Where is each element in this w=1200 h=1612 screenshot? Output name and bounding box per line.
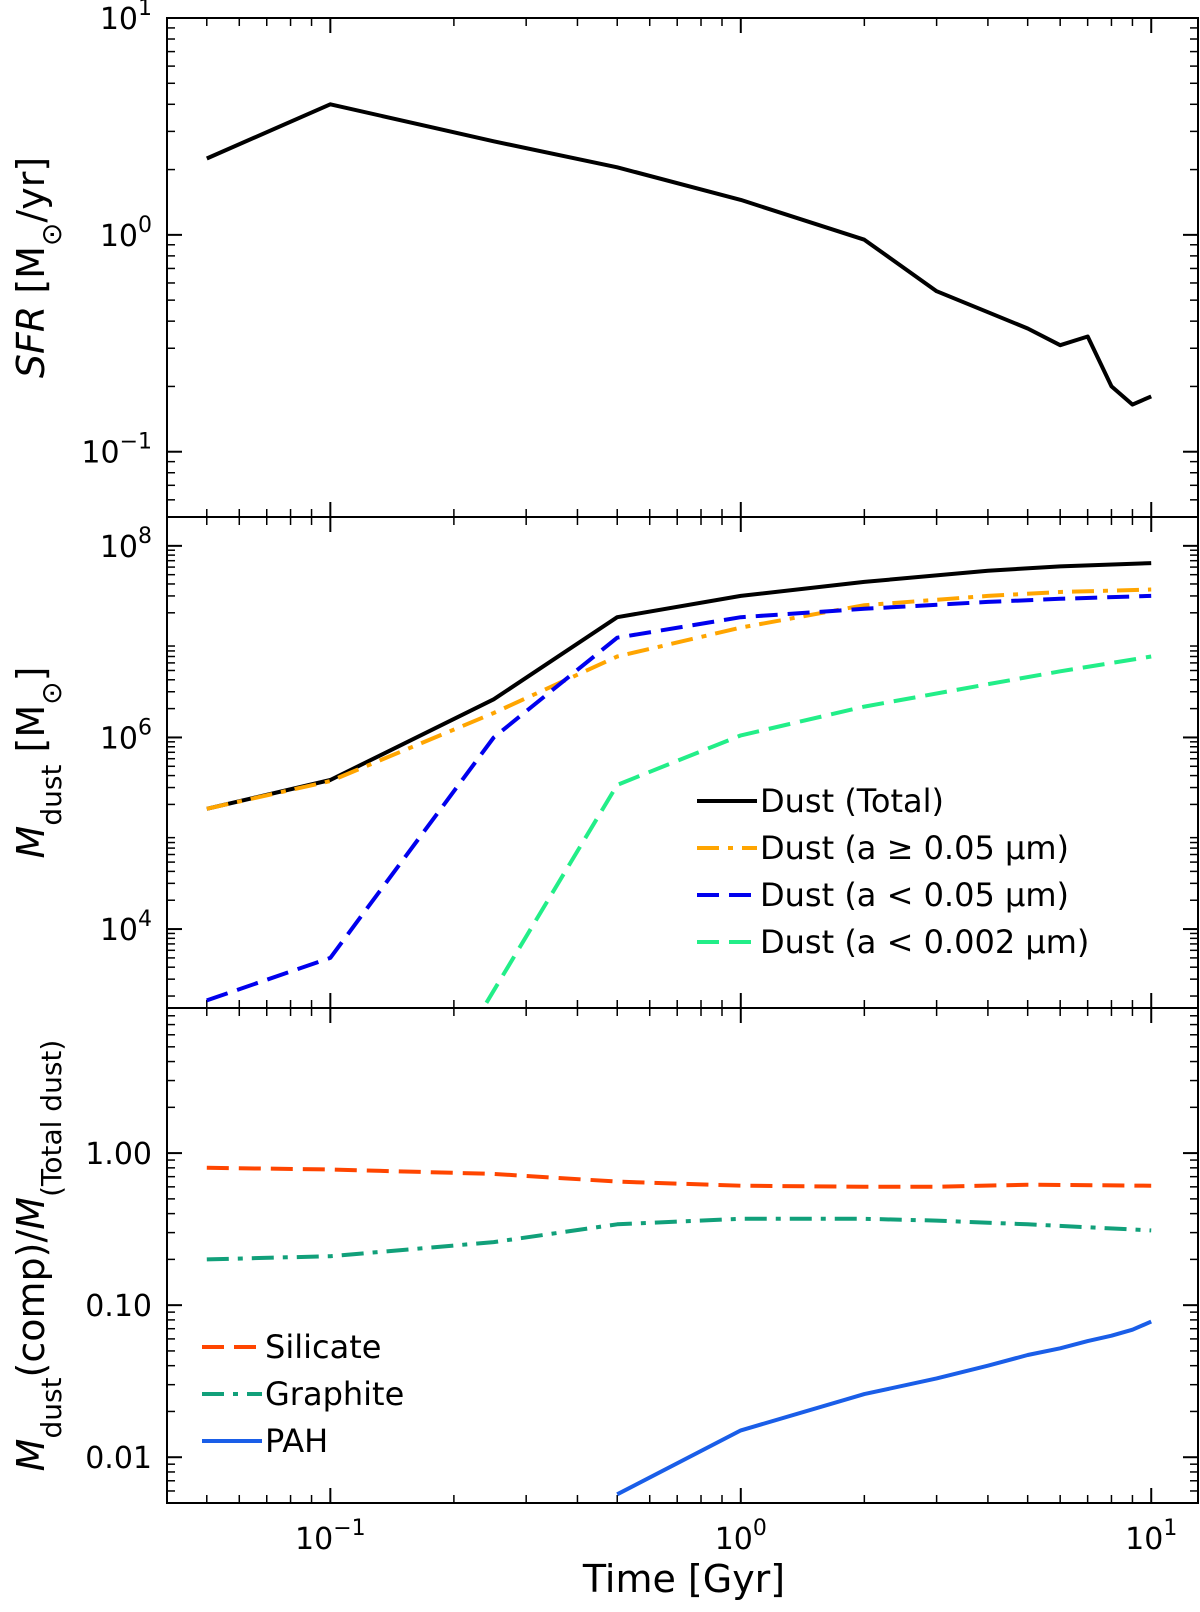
y-tick-label: 106	[100, 715, 152, 756]
x-tick-label: 10−1	[295, 1516, 366, 1557]
series-line-graphite	[206, 1216, 1152, 1262]
y-tick-label: 101	[100, 0, 152, 37]
sfr-panel: 101 100 10−1 SFR [M⊙/yr]	[9, 0, 1199, 518]
panel-frame	[166, 17, 1199, 518]
legend-label: PAH	[265, 1422, 328, 1460]
legend-label: Dust (Total)	[760, 782, 944, 820]
legend-label: Dust (a < 0.002 μm)	[760, 923, 1089, 961]
series-group	[206, 561, 1152, 1004]
series-line-silicate	[206, 1165, 1152, 1189]
series-line-dust-a-0-05-m	[206, 587, 1152, 811]
y-axis-label: Mdust(comp)/M(Total dust)	[9, 1040, 68, 1472]
y-tick-label: 0.01	[85, 1441, 152, 1476]
series-line-sfr	[205, 102, 1153, 407]
y-tick-label: 100	[100, 213, 152, 254]
major-ticks	[167, 517, 1198, 1008]
legend-label: Silicate	[265, 1328, 381, 1366]
series-line-dust-a-0-002-m	[484, 654, 1152, 1004]
x-axis-label: Time [Gyr]	[582, 1557, 785, 1601]
legend: Silicate Graphite PAH	[202, 1328, 404, 1460]
major-ticks	[167, 17, 1198, 517]
y-tick-label: 104	[100, 907, 152, 948]
series-line-dust-a-0-05-m	[206, 593, 1152, 1003]
y-tick-label: 0.10	[85, 1289, 152, 1324]
panel-frame	[166, 1007, 1199, 1504]
y-tick-label: 1.00	[85, 1137, 152, 1172]
legend-label: Dust (a < 0.05 μm)	[760, 876, 1069, 914]
legend-label: Dust (a ≥ 0.05 μm)	[760, 829, 1069, 867]
series-group	[206, 1165, 1152, 1497]
legend-label: Graphite	[265, 1375, 404, 1413]
major-ticks	[167, 1008, 1198, 1503]
y-axis-label: Mdust [M⊙]	[9, 667, 68, 859]
x-tick-label: 101	[1125, 1516, 1177, 1557]
x-tick-label: 100	[715, 1516, 767, 1557]
y-tick-label: 10−1	[81, 430, 152, 471]
legend: Dust (Total) Dust (a ≥ 0.05 μm) Dust (a < …	[697, 782, 1089, 961]
y-axis-label: SFR [M⊙/yr]	[9, 157, 68, 378]
dust-mass-panel: 108 106 104 Mdust [M⊙] Dust (Total) Dust (a ≥…	[9, 516, 1199, 1009]
minor-ticks	[167, 1008, 1198, 1503]
minor-ticks	[167, 18, 1198, 517]
minor-ticks	[167, 517, 1198, 1008]
y-tick-label: 108	[100, 524, 152, 565]
dust-composition-panel: 1.00 0.10 0.01 Mdust(comp)/M(Total dust) Sil…	[9, 1007, 1199, 1557]
series-line-dust-total	[206, 561, 1152, 811]
series-group	[205, 102, 1153, 407]
series-line-pah	[616, 1319, 1152, 1497]
